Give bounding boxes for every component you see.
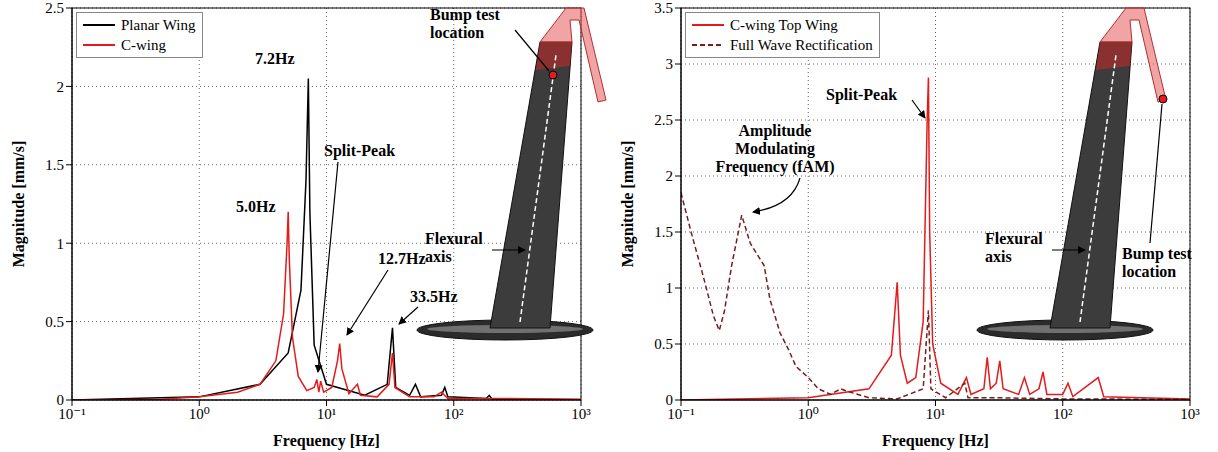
svg-text:1.5: 1.5 [654,224,673,240]
html-text:5.0Hz: 5.0Hz [236,198,276,215]
svg-text:10⁰: 10⁰ [798,406,819,422]
svg-text:1.5: 1.5 [45,157,64,173]
html-text:33.5Hz: 33.5Hz [410,288,458,305]
svg-text:10¹: 10¹ [317,406,337,422]
svg-text:10²: 10² [444,406,464,422]
svg-text:10⁻¹: 10⁻¹ [667,405,695,422]
svg-text:3.5: 3.5 [654,0,673,16]
svg-text:0: 0 [666,392,674,408]
svg-text:2: 2 [57,79,65,95]
html-text:Amplitude Modulating Frequency: Amplitude Modulating Frequency (fAM) [715,122,835,175]
html-text:Flexural axis: Flexural axis [985,230,1043,265]
html-text:Bump test location: Bump test location [430,6,500,41]
svg-text:2: 2 [666,168,674,184]
html-text:C-wing Top Wing: C-wing Top Wing [730,16,838,33]
html-text:Split-Peak: Split-Peak [826,86,898,103]
svg-text:0.5: 0.5 [45,314,64,330]
svg-text:0.5: 0.5 [654,336,673,352]
html-text:12.7Hz: 12.7Hz [378,250,426,267]
svg-text:1: 1 [57,236,65,252]
svg-text:2.5: 2.5 [45,0,64,16]
svg-text:10⁻¹: 10⁻¹ [58,405,86,422]
svg-text:10³: 10³ [571,406,591,422]
svg-text:Frequency [Hz]: Frequency [Hz] [882,432,989,450]
html-text:Planar Wing: Planar Wing [121,16,196,33]
svg-text:1: 1 [666,280,674,296]
html-text:Bump test location: Bump test location [1122,245,1192,280]
html-text:Full Wave Rectification: Full Wave Rectification [730,36,873,53]
html-text:7.2Hz: 7.2Hz [255,50,295,67]
svg-text:2.5: 2.5 [654,112,673,128]
html-text:C-wing: C-wing [121,36,166,53]
svg-text:10¹: 10¹ [926,406,946,422]
svg-text:0: 0 [57,392,65,408]
svg-text:10³: 10³ [1180,406,1200,422]
svg-text:Magnitude [mm/s]: Magnitude [mm/s] [619,141,637,268]
html-text:Flexural axis: Flexural axis [425,230,483,265]
svg-text:Magnitude [mm/s]: Magnitude [mm/s] [10,141,28,268]
html-text:Split-Peak: Split-Peak [324,142,396,159]
svg-text:10²: 10² [1053,406,1073,422]
svg-text:3: 3 [666,56,674,72]
svg-text:10⁰: 10⁰ [189,406,210,422]
svg-text:Frequency [Hz]: Frequency [Hz] [273,432,380,450]
